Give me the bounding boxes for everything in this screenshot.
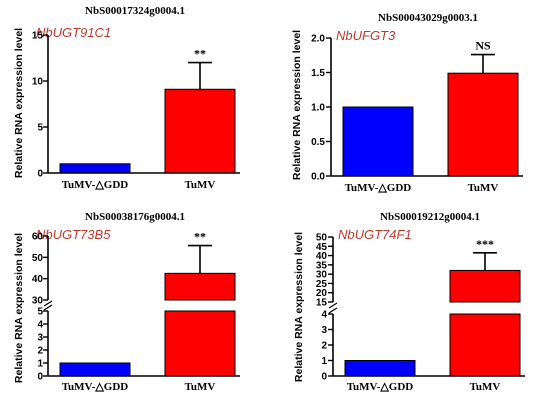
x-category-label: TuMV-△GDD: [62, 381, 129, 393]
significance-label: NS: [475, 39, 491, 53]
bar: [449, 313, 521, 377]
y-tick-label: 1: [321, 356, 327, 367]
y-tick-label: 20: [316, 288, 328, 299]
gene-name: NbUGT91C1: [36, 25, 111, 40]
y-tick-label: 0: [37, 169, 43, 180]
y-axis-label: Relative RNA expression level: [293, 232, 305, 382]
panel-nbugt91c1: NbS00017324g0004.1 NbUGT91C1 Relative RNA …: [13, 5, 240, 191]
y-tick-label: 2: [37, 346, 43, 357]
x-category-label: TuMV-△GDD: [62, 179, 129, 191]
y-tick-label: 25: [316, 279, 328, 290]
y-axis-label: Relative RNA expression level: [13, 28, 25, 178]
y-tick-label: 30: [32, 296, 44, 307]
gene-name: NbUFGT3: [336, 28, 396, 43]
y-tick-label: 0: [37, 372, 43, 383]
chart-title: NbS00038176g0004.1: [85, 211, 185, 223]
bar: [59, 362, 131, 377]
y-tick-label: 0.0: [311, 172, 325, 183]
x-category-label: TuMV-△GDD: [345, 182, 412, 194]
y-tick-label: 3: [321, 325, 327, 336]
panel-nbufgt3: NbS00043029g0003.1 NbUFGT3 Relative RNA ex…: [291, 12, 523, 194]
y-tick-label: 50: [32, 253, 44, 264]
x-category-label: TuMV-△GDD: [347, 381, 414, 393]
bar: [164, 310, 236, 377]
y-tick-label: 1: [37, 359, 43, 370]
y-tick-label: 0.5: [311, 137, 325, 148]
y-tick-label: 1.5: [311, 68, 325, 79]
x-category-label: TuMV: [470, 381, 501, 393]
bar: [449, 269, 521, 303]
chart-title: NbS00043029g0003.1: [378, 12, 478, 24]
y-tick-label: 4: [321, 310, 327, 321]
axis-break-mark: [43, 300, 53, 307]
bar: [447, 72, 519, 177]
y-tick-label: 2.0: [311, 34, 325, 45]
significance-label: **: [194, 230, 206, 244]
y-tick-label: 40: [316, 251, 328, 262]
y-axis-label: Relative RNA expression level: [13, 233, 25, 383]
y-tick-label: 30: [316, 270, 328, 281]
axis-break-mark: [43, 304, 53, 311]
panel-nbugt74f1: NbS00019212g0004.1 NbUGT74F1 Relative RNA …: [293, 211, 525, 393]
significance-label: **: [194, 47, 206, 61]
y-tick-label: 15: [32, 31, 44, 42]
y-tick-label: 45: [316, 242, 328, 253]
x-category-label: TuMV: [468, 182, 499, 194]
y-tick-label: 35: [316, 260, 328, 271]
y-tick-label: 50: [316, 233, 328, 244]
axis-break-mark: [328, 302, 338, 309]
x-category-label: TuMV: [185, 179, 216, 191]
y-tick-label: 0: [321, 372, 327, 383]
y-tick-label: 1.0: [311, 103, 325, 114]
panel-nbugt73b5: NbS00038176g0004.1 NbUGT73B5 Relative RNA …: [13, 211, 240, 393]
bar: [344, 360, 416, 377]
y-tick-label: 40: [32, 274, 44, 285]
bar: [164, 272, 236, 301]
y-tick-label: 3: [37, 333, 43, 344]
bar: [342, 106, 414, 177]
y-tick-label: 60: [32, 232, 44, 243]
axis-break-mark: [328, 307, 338, 314]
y-tick-label: 2: [321, 341, 327, 352]
y-tick-label: 4: [37, 320, 43, 331]
y-tick-label: 10: [32, 77, 44, 88]
y-tick-label: 5: [37, 123, 43, 134]
gene-name: NbUGT74F1: [338, 227, 412, 242]
significance-label: ***: [476, 237, 494, 251]
chart-title: NbS00017324g0004.1: [85, 5, 185, 17]
bar: [59, 163, 131, 174]
y-axis-label: Relative RNA expression level: [291, 30, 303, 180]
gene-name: NbUGT73B5: [36, 227, 111, 242]
bar: [164, 88, 236, 174]
x-category-label: TuMV: [185, 381, 216, 393]
y-tick-label: 5: [37, 307, 43, 318]
y-tick-label: 15: [316, 298, 328, 309]
chart-title: NbS00019212g0004.1: [380, 211, 480, 223]
